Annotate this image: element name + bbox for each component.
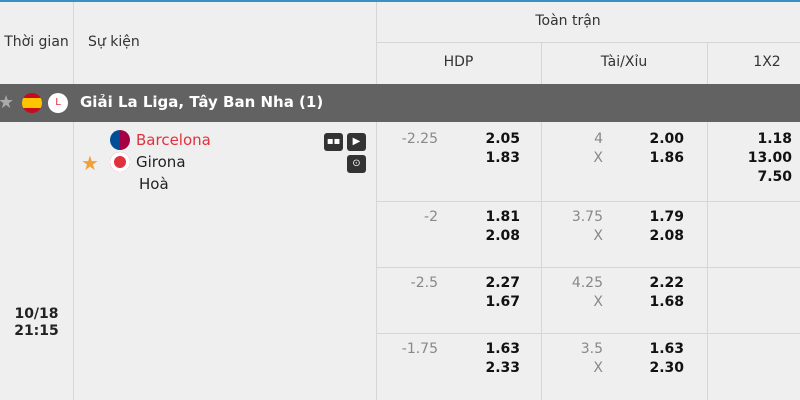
divider: [541, 122, 542, 400]
league-bar[interactable]: ★ L Giải La Liga, Tây Ban Nha (1): [0, 84, 800, 122]
divider: [376, 2, 377, 84]
hdp-away-odds[interactable]: 2.33: [485, 360, 520, 376]
ou-under-odds[interactable]: 2.30: [649, 360, 684, 376]
ou-under-odds[interactable]: 1.86: [649, 150, 684, 166]
header-over-under: Tài/Xỉu: [600, 54, 648, 70]
ou-line: 4.25: [571, 275, 603, 291]
star-icon[interactable]: ★: [0, 92, 15, 113]
away-team[interactable]: Girona: [136, 153, 186, 171]
divider: [707, 42, 708, 84]
divider: [376, 201, 800, 202]
hdp-line: -2: [424, 209, 438, 225]
header-1x2: 1X2: [753, 54, 781, 70]
1x2-away-odds[interactable]: 13.00: [747, 150, 792, 166]
hdp-home-odds[interactable]: 2.05: [485, 131, 520, 147]
ou-line: 3.5: [580, 341, 603, 357]
divider: [707, 122, 708, 400]
divider: [376, 122, 377, 400]
hdp-away-odds[interactable]: 2.08: [485, 228, 520, 244]
ou-under-odds[interactable]: 2.08: [649, 228, 684, 244]
ou-line: 3.75: [571, 209, 603, 225]
ou-over-odds[interactable]: 2.00: [649, 131, 684, 147]
laliga-logo-icon: L: [48, 93, 68, 113]
match-time: 21:15: [14, 323, 59, 339]
ou-under-label: X: [593, 294, 603, 310]
match-date: 10/18: [14, 306, 59, 322]
divider: [376, 267, 800, 268]
hdp-line: -1.75: [401, 341, 438, 357]
ou-over-odds[interactable]: 1.79: [649, 209, 684, 225]
hdp-line: -2.5: [410, 275, 438, 291]
top-accent-line: [0, 0, 800, 2]
ou-under-label: X: [593, 150, 603, 166]
divider: [73, 2, 74, 84]
ou-under-label: X: [593, 228, 603, 244]
divider: [73, 122, 74, 400]
play-video-icon[interactable]: ▶: [347, 133, 366, 151]
ou-line: 4: [594, 131, 603, 147]
barcelona-logo-icon: [110, 130, 130, 150]
header-time: Thời gian: [4, 34, 69, 50]
hdp-home-odds[interactable]: 1.81: [485, 209, 520, 225]
ou-over-odds[interactable]: 1.63: [649, 341, 684, 357]
match-datetime: 10/18 21:15: [0, 306, 73, 340]
ou-under-odds[interactable]: 1.68: [649, 294, 684, 310]
header-full-match: Toàn trận: [535, 13, 601, 29]
divider: [376, 333, 800, 334]
ou-under-label: X: [593, 360, 603, 376]
hdp-line: -2.25: [401, 131, 438, 147]
1x2-home-odds[interactable]: 1.18: [757, 131, 792, 147]
divider: [541, 42, 542, 84]
home-team[interactable]: Barcelona: [136, 131, 211, 149]
hdp-away-odds[interactable]: 1.67: [485, 294, 520, 310]
divider: [376, 42, 800, 43]
hdp-home-odds[interactable]: 2.27: [485, 275, 520, 291]
favorite-star-icon[interactable]: ★: [81, 151, 99, 175]
ou-over-odds[interactable]: 2.22: [649, 275, 684, 291]
header-hdp: HDP: [443, 54, 474, 70]
draw-label: Hoà: [139, 175, 169, 193]
spain-flag-icon: [22, 93, 42, 113]
header-event: Sự kiện: [88, 34, 140, 50]
1x2-draw-odds[interactable]: 7.50: [757, 169, 792, 185]
stats-icon[interactable]: ▪▪: [324, 133, 343, 151]
hdp-away-odds[interactable]: 1.83: [485, 150, 520, 166]
girona-logo-icon: [110, 152, 130, 172]
field-lineup-icon[interactable]: ⊙: [347, 155, 366, 173]
league-name: Giải La Liga, Tây Ban Nha (1): [80, 93, 324, 111]
hdp-home-odds[interactable]: 1.63: [485, 341, 520, 357]
